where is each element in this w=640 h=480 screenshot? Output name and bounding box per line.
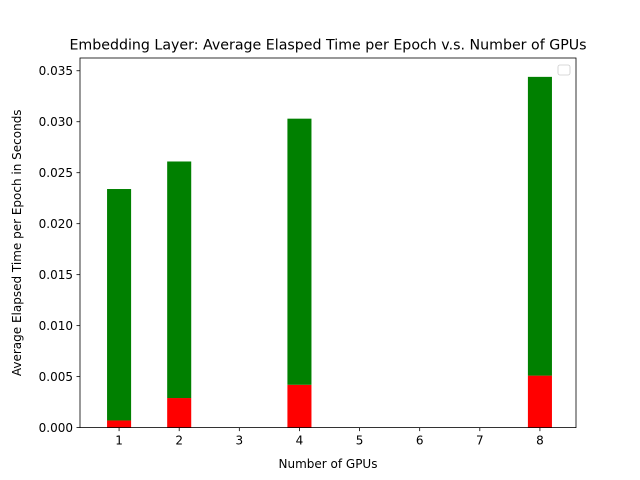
bar-gpu-4-bottom	[287, 384, 312, 428]
y-axis-label: Average Elapsed Time per Epoch in Second…	[10, 109, 24, 376]
x-tick-label: 5	[356, 434, 364, 448]
bar-gpu-1-top	[107, 189, 132, 421]
y-tick-label: 0.015	[39, 268, 73, 282]
x-axis-ticks: 1 2 3 4 5 6 7 8	[115, 427, 544, 448]
chart-title: Embedding Layer: Average Elasped Time pe…	[69, 38, 586, 54]
y-axis-ticks: 0.000 0.005 0.010 0.015 0.020 0.025 0.030 0.035	[39, 64, 80, 435]
x-axis-label: Number of GPUs	[279, 457, 378, 471]
y-tick-label: 0.000	[39, 421, 73, 435]
plot-frame	[79, 57, 577, 429]
y-tick-label: 0.020	[39, 217, 73, 231]
y-tick-label: 0.010	[39, 319, 73, 333]
x-tick-label: 6	[416, 434, 424, 448]
y-tick-label: 0.025	[39, 166, 73, 180]
bar-gpu-4-top	[287, 118, 312, 385]
bars-layer	[107, 76, 552, 428]
legend-box	[557, 64, 571, 76]
bar-gpu-2-bottom	[167, 398, 192, 428]
x-tick-label: 2	[175, 434, 183, 448]
x-tick-label: 1	[115, 434, 123, 448]
x-tick-label: 3	[236, 434, 244, 448]
bar-gpu-2-top	[167, 161, 192, 399]
x-tick-label: 4	[296, 434, 304, 448]
bar-gpu-8-bottom	[527, 375, 552, 428]
x-tick-label: 7	[476, 434, 484, 448]
y-tick-label: 0.035	[39, 64, 73, 78]
y-tick-label: 0.030	[39, 115, 73, 129]
bar-gpu-1-bottom	[107, 420, 132, 428]
bar-gpu-8-top	[527, 76, 552, 376]
x-tick-label: 8	[536, 434, 544, 448]
y-tick-label: 0.005	[39, 370, 73, 384]
